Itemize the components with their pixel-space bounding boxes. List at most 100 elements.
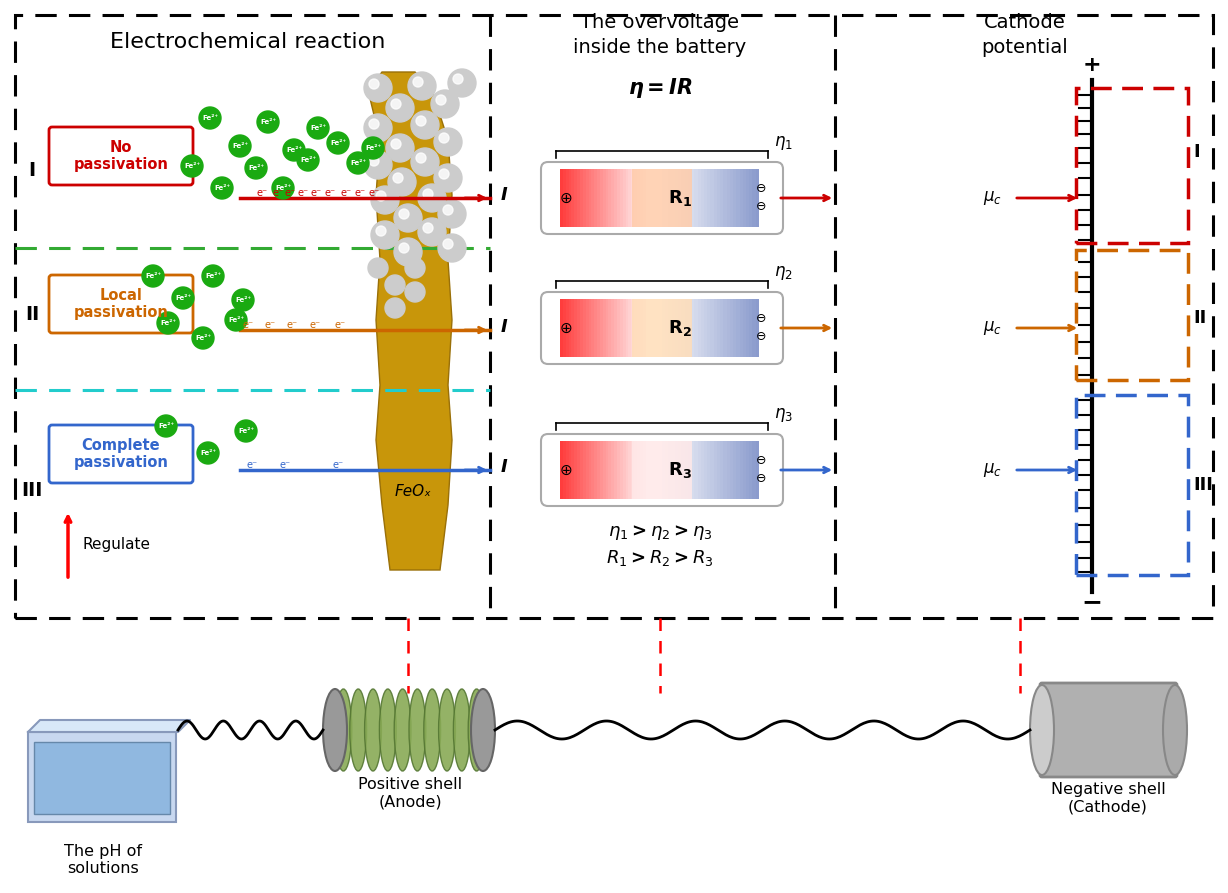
Ellipse shape [424, 689, 441, 771]
Bar [632, 441, 693, 499]
Bar [698, 169, 701, 227]
Ellipse shape [365, 689, 382, 771]
Circle shape [393, 173, 403, 183]
Bar [637, 169, 640, 227]
Text: $\mathbf{R_1}$: $\mathbf{R_1}$ [668, 188, 691, 208]
Text: e⁻: e⁻ [257, 188, 268, 198]
Text: Fe²⁺: Fe²⁺ [235, 297, 251, 303]
FancyBboxPatch shape [49, 127, 193, 185]
Bar [739, 441, 743, 499]
Text: ⊖: ⊖ [755, 182, 766, 196]
Bar [566, 441, 569, 499]
Bar [678, 299, 682, 357]
Bar [562, 441, 566, 499]
Text: II: II [1192, 309, 1206, 327]
Bar [637, 441, 640, 499]
Text: Fe²⁺: Fe²⁺ [365, 145, 381, 151]
Text: e⁻: e⁻ [340, 188, 351, 198]
Text: ⊖: ⊖ [755, 313, 766, 326]
Text: e⁻: e⁻ [273, 188, 284, 198]
Circle shape [363, 151, 392, 179]
Circle shape [443, 239, 453, 249]
Bar [675, 299, 678, 357]
Circle shape [155, 415, 177, 437]
Circle shape [282, 139, 305, 161]
Text: Fe²⁺: Fe²⁺ [228, 317, 244, 323]
Text: I: I [501, 318, 507, 336]
Bar [566, 169, 569, 227]
Circle shape [368, 79, 379, 89]
Bar [620, 299, 623, 357]
Bar [586, 441, 588, 499]
Text: Fe²⁺: Fe²⁺ [160, 320, 176, 326]
Bar [743, 169, 745, 227]
Circle shape [363, 74, 392, 102]
Bar [632, 169, 693, 227]
Text: e⁻: e⁻ [280, 460, 291, 470]
Bar [605, 441, 608, 499]
Circle shape [142, 265, 165, 287]
Bar [571, 441, 575, 499]
Bar [685, 169, 688, 227]
Circle shape [416, 153, 426, 163]
Bar [743, 441, 745, 499]
Text: Positive shell
(Anode): Positive shell (Anode) [357, 777, 462, 809]
Text: $\mathit{\eta_2}$: $\mathit{\eta_2}$ [774, 264, 793, 282]
Circle shape [196, 442, 219, 464]
Bar [575, 299, 577, 357]
Bar [668, 299, 672, 357]
Text: −: − [1082, 590, 1103, 614]
Circle shape [271, 177, 293, 199]
Circle shape [411, 148, 438, 176]
Bar [694, 299, 698, 357]
Text: e⁻: e⁻ [355, 188, 366, 198]
Circle shape [363, 114, 392, 142]
Text: No
passivation: No passivation [74, 140, 168, 172]
Bar [733, 299, 737, 357]
Circle shape [443, 205, 453, 215]
Text: The pH of
solutions: The pH of solutions [64, 844, 142, 876]
Bar [682, 299, 685, 357]
Bar [668, 441, 672, 499]
Bar [666, 441, 668, 499]
Bar [749, 441, 753, 499]
Bar [580, 441, 583, 499]
Bar [688, 169, 691, 227]
Bar [620, 169, 623, 227]
Bar [586, 169, 588, 227]
Bar [605, 299, 608, 357]
Circle shape [368, 119, 379, 129]
Bar [594, 441, 597, 499]
Bar [583, 299, 586, 357]
Bar [608, 169, 612, 227]
Bar [713, 441, 717, 499]
Circle shape [431, 90, 459, 118]
Bar [704, 169, 707, 227]
Bar [600, 299, 603, 357]
Circle shape [453, 74, 463, 84]
Bar [600, 441, 603, 499]
Bar [682, 169, 685, 227]
FancyBboxPatch shape [28, 732, 176, 822]
Bar [625, 169, 629, 227]
Bar [612, 441, 614, 499]
Circle shape [368, 258, 388, 278]
Bar [720, 169, 723, 227]
Bar [727, 299, 729, 357]
Bar [729, 441, 733, 499]
Ellipse shape [468, 689, 485, 771]
Bar [691, 299, 694, 357]
Text: I: I [28, 161, 36, 179]
Circle shape [376, 191, 386, 201]
Bar [562, 169, 566, 227]
Bar [588, 169, 592, 227]
Circle shape [405, 282, 425, 302]
Bar [597, 299, 600, 357]
Bar [729, 169, 733, 227]
Text: ⊖: ⊖ [755, 330, 766, 344]
Bar [713, 299, 717, 357]
Bar [739, 169, 743, 227]
Text: Fe²⁺: Fe²⁺ [238, 428, 254, 434]
Bar [577, 299, 580, 357]
Bar [733, 441, 737, 499]
